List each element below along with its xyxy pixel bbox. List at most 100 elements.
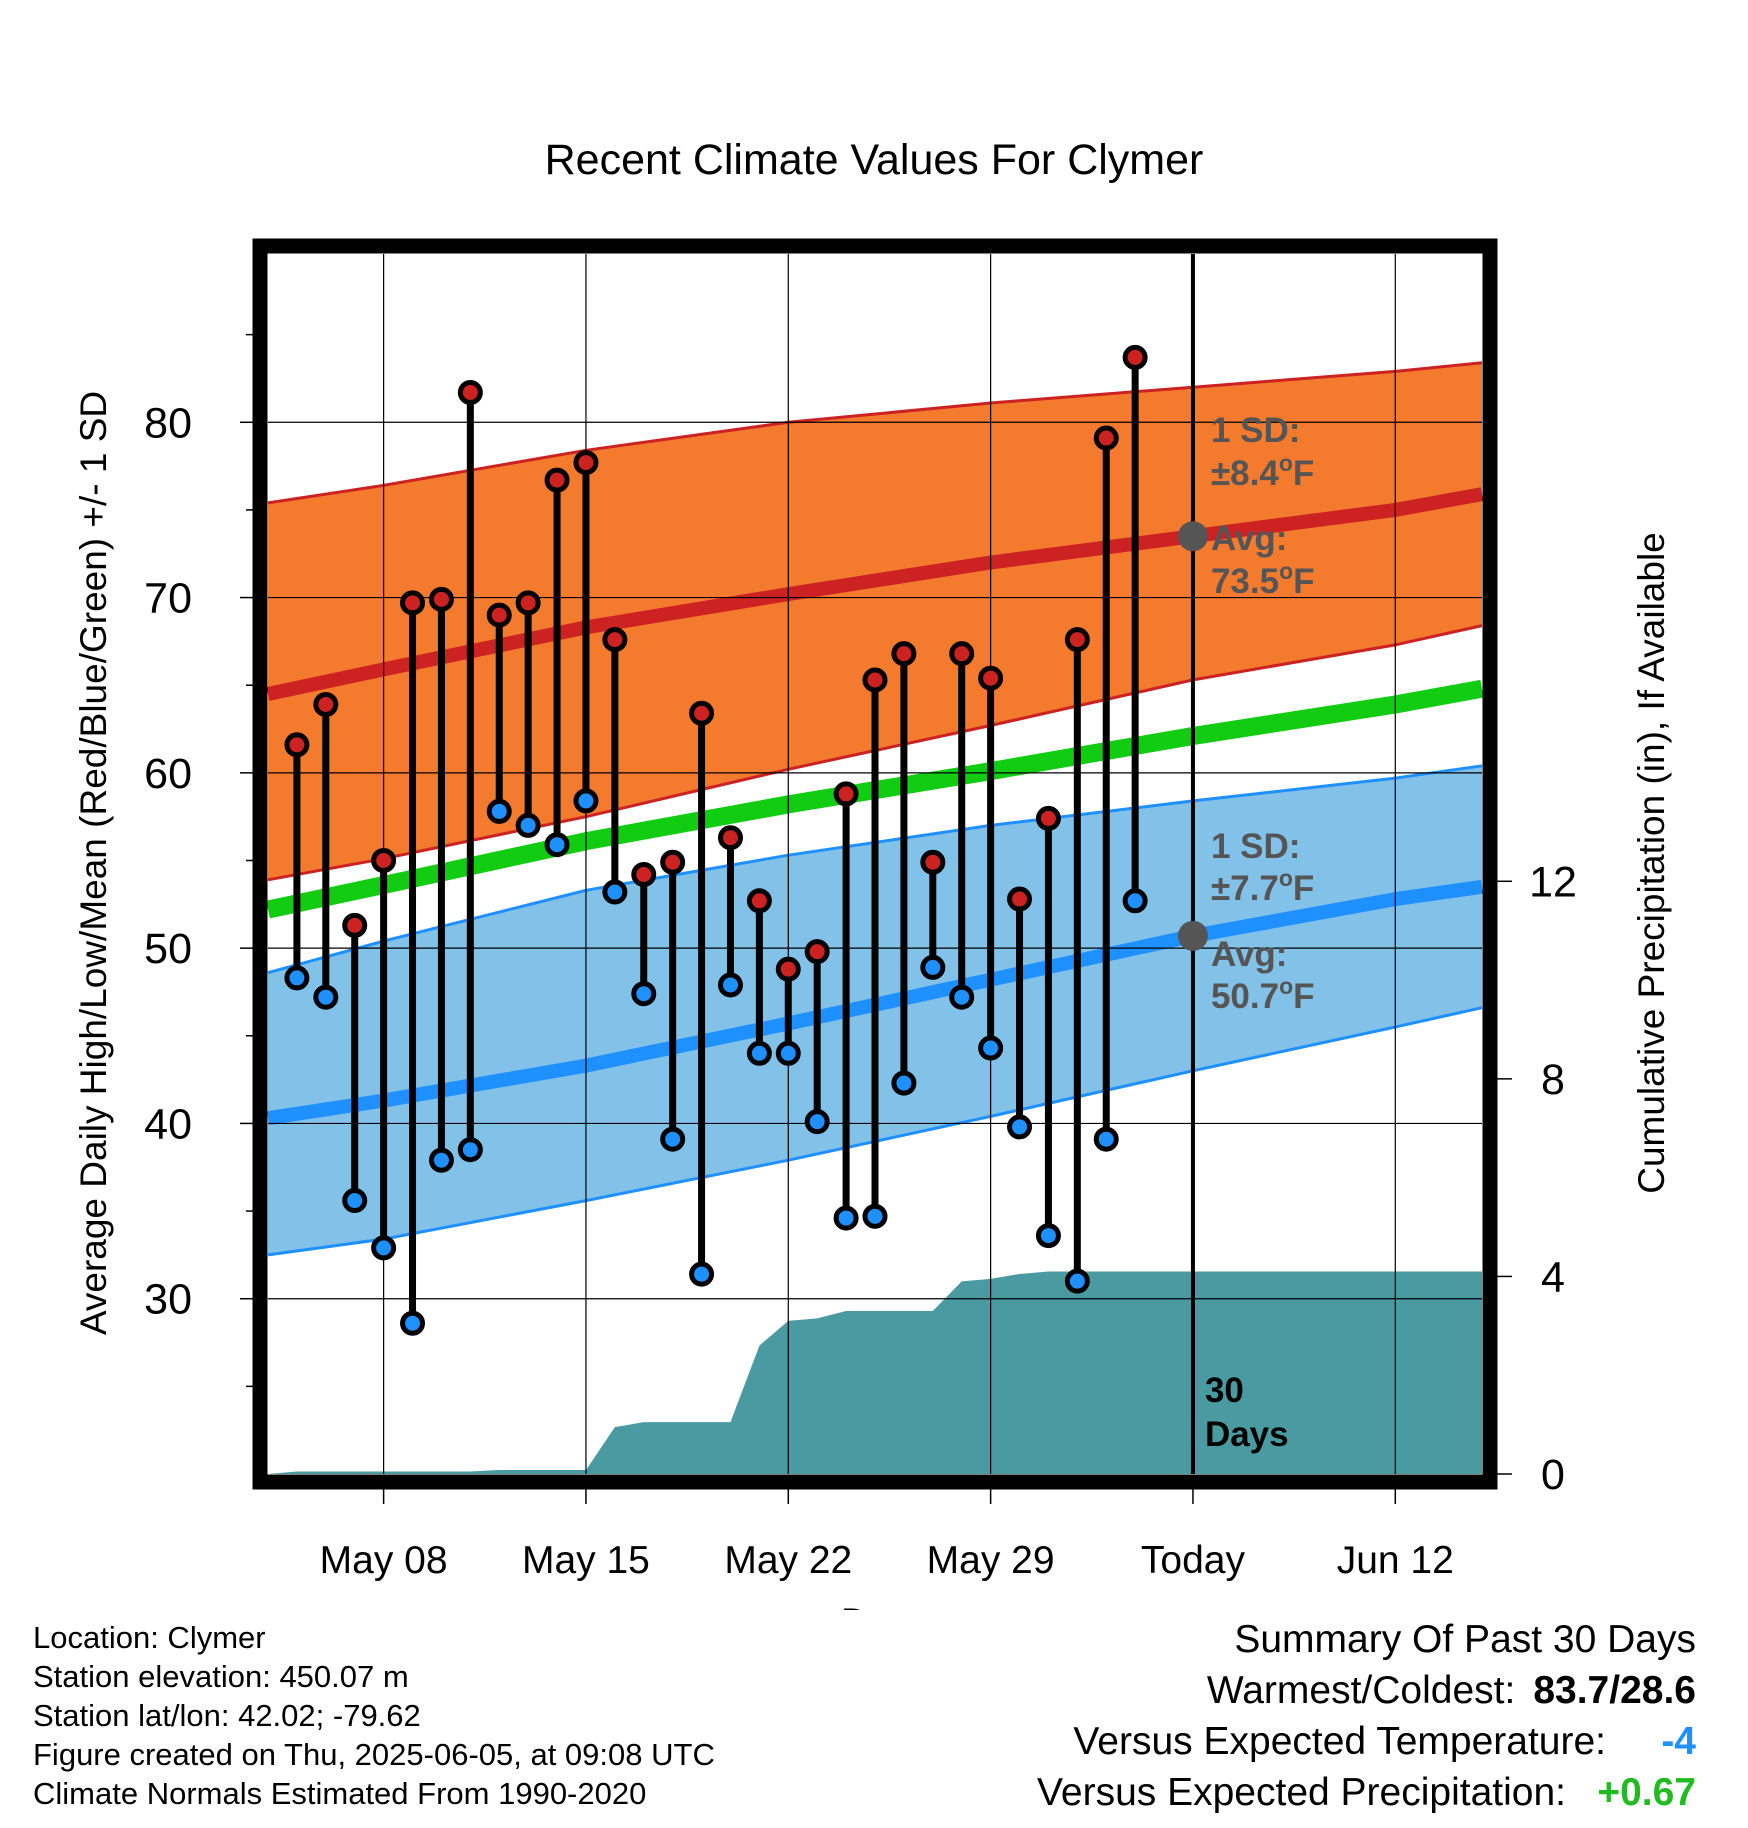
precip-layer [268, 1271, 1482, 1474]
daily-low-point [804, 1109, 830, 1135]
x-tick-label: May 08 [320, 1539, 448, 1582]
daily-high-point [833, 781, 859, 807]
daily-low-point [457, 1137, 483, 1163]
station-info: Location: Clymer Station elevation: 450.… [33, 1618, 715, 1813]
y2-tick-label: 12 [1529, 858, 1577, 906]
daily-high-point [342, 912, 368, 938]
station-elevation: Station elevation: 450.07 m [33, 1659, 409, 1694]
x-tick-label: Jun 12 [1337, 1539, 1454, 1582]
x-tick-label: May 29 [927, 1539, 1055, 1582]
daily-high-point [544, 467, 570, 493]
high-mean-line [266, 487, 1484, 701]
daily-high-point [515, 590, 541, 616]
daily-low-point [1064, 1268, 1090, 1294]
daily-low-point [717, 972, 743, 998]
high-band [268, 362, 1482, 880]
daily-high-point [400, 590, 426, 616]
daily-high-point [371, 847, 397, 873]
daily-low-point [400, 1310, 426, 1336]
daily-low-point [631, 981, 657, 1007]
daily-low-point [833, 1205, 859, 1231]
high-lower-edge [267, 624, 1483, 882]
daily-high-point [1064, 627, 1090, 653]
daily-high-point [891, 641, 917, 667]
low-mean-line [266, 879, 1483, 1126]
precip-anomaly-value: +0.67 [1597, 1771, 1696, 1814]
daily-high-point [284, 732, 310, 758]
daily-high-point [775, 956, 801, 982]
daily-high-point [804, 939, 830, 965]
mean-line [266, 679, 1484, 919]
summary-temp-row: Versus Expected Temperature: -4 [1037, 1716, 1696, 1767]
daily-high-point [1122, 344, 1148, 370]
daily-low-point [486, 798, 512, 824]
high-sd-value: ±8.4oF [1211, 450, 1314, 493]
daily-high-point [717, 825, 743, 851]
y-axis-title: Average Daily High/Low/Mean (Red/Blue/Gr… [73, 391, 114, 1335]
daily-high-point [428, 586, 454, 612]
low-sd-value: ±7.7oF [1211, 865, 1314, 908]
summary-panel: Summary Of Past 30 Days Warmest/Coldest:… [1037, 1614, 1696, 1818]
x-axis-title: Day [841, 1601, 907, 1610]
daily-low-point [862, 1203, 888, 1229]
high-avg-dot [1177, 521, 1208, 552]
precip-anomaly-label: Versus Expected Precipitation: [1037, 1771, 1566, 1814]
daily-high-point [862, 667, 888, 693]
daily-low-point [746, 1040, 772, 1066]
plot-frame [252, 238, 1498, 1490]
low-avg-value: 50.7oF [1211, 973, 1315, 1016]
low-avg-dot [1177, 920, 1208, 951]
daily-low-point [1035, 1223, 1061, 1249]
high-avg-label: Avg: [1211, 519, 1287, 558]
daily-high-point [1035, 805, 1061, 831]
daily-high-point [573, 450, 599, 476]
period-label: 30 [1205, 1371, 1244, 1410]
y-tick-label: 30 [144, 1276, 192, 1324]
high-avg-value: 73.5oF [1211, 558, 1315, 601]
summary-title: Summary Of Past 30 Days [1234, 1618, 1696, 1661]
y-tick-label: 70 [144, 575, 192, 623]
daily-low-point [949, 984, 975, 1010]
low-upper-edge [267, 764, 1483, 975]
daily-low-point [342, 1188, 368, 1214]
y-tick-label: 50 [144, 925, 192, 973]
axes: 30 40 50 60 70 80 0 4 8 12 May 08 May 15 May 22 May 2… [144, 333, 1577, 1582]
chart-title: Recent Climate Values For Clymer [545, 136, 1204, 184]
x-tick-label: May 22 [724, 1539, 852, 1582]
daily-low-point [602, 879, 628, 905]
y-tick-label: 80 [144, 399, 192, 447]
x-tick-label: May 15 [522, 1539, 650, 1582]
daily-high-point [1093, 425, 1119, 451]
y2-axis-title: Cumulative Precipitation (in), If Availa… [1631, 532, 1672, 1194]
x-tick-label: Today [1141, 1539, 1246, 1582]
daily-high-point [746, 888, 772, 914]
high-sd-label: 1 SD: [1211, 411, 1300, 450]
warmest-value: 83.7/28.6 [1533, 1669, 1696, 1712]
temp-anomaly-value: -4 [1661, 1720, 1696, 1763]
low-sd-label: 1 SD: [1211, 827, 1300, 866]
temp-anomaly-label: Versus Expected Temperature: [1073, 1720, 1606, 1763]
y2-tick-label: 4 [1541, 1253, 1565, 1301]
low-avg-label: Avg: [1211, 935, 1287, 974]
daily-high-point [457, 379, 483, 405]
daily-low-point [775, 1040, 801, 1066]
daily-low-point [1093, 1126, 1119, 1152]
summary-warmest-row: Warmest/Coldest: 83.7/28.6 [1037, 1665, 1696, 1716]
daily-high-point [486, 602, 512, 628]
daily-high-point [920, 849, 946, 875]
summary-precip-row: Versus Expected Precipitation: +0.67 [1037, 1767, 1696, 1818]
daily-high-point [602, 627, 628, 653]
precip-area [268, 1271, 1482, 1474]
climate-chart: Recent Climate Values For Clymer 30Days … [73, 136, 1672, 1610]
observed-temperatures [284, 344, 1148, 1336]
warmest-label: Warmest/Coldest: [1206, 1669, 1516, 1712]
daily-low-point [660, 1126, 686, 1152]
station-location: Location: Clymer [33, 1620, 266, 1655]
today-marker: 30 Days [1190, 254, 1289, 1474]
daily-low-point [978, 1035, 1004, 1061]
daily-low-point [1122, 888, 1148, 914]
high-upper-edge [267, 361, 1483, 505]
y-tick-label: 40 [144, 1100, 192, 1148]
daily-low-point [313, 984, 339, 1010]
